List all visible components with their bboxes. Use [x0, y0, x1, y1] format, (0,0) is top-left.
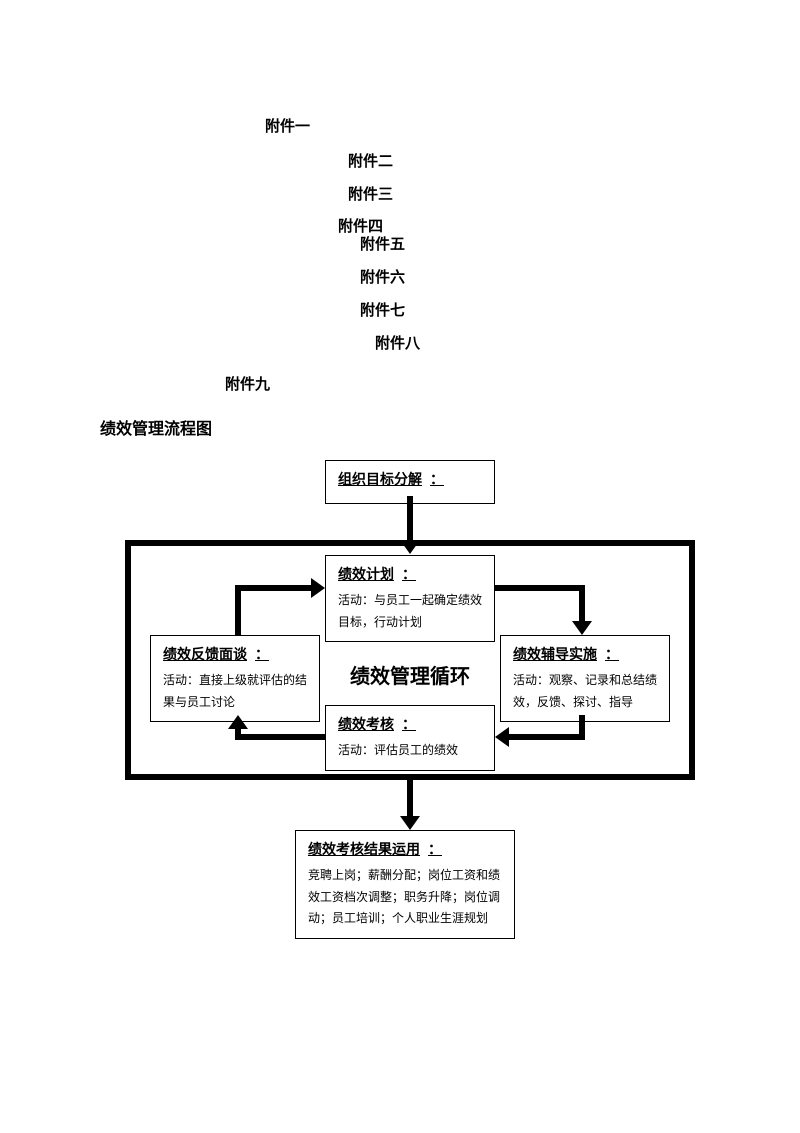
node-title: 绩效反馈面谈：	[163, 644, 307, 664]
attach-item: 附件五	[360, 233, 405, 254]
node-body: 活动：直接上级就评估的结果与员工讨论	[163, 670, 307, 713]
node-title: 绩效辅导实施：	[513, 644, 657, 664]
attach-item: 附件八	[375, 332, 420, 353]
node-body: 活动：观察、记录和总结绩效，反馈、探讨、指导	[513, 670, 657, 713]
node-title: 绩效考核结果运用：	[308, 839, 502, 859]
flowchart: 组织目标分解： 绩效计划： 活动：与员工一起确定绩效目标，行动计划 绩效反馈面谈…	[100, 460, 720, 1030]
node-assess: 绩效考核： 活动：评估员工的绩效	[325, 705, 495, 771]
attach-item: 附件二	[348, 150, 393, 171]
cycle-center-label: 绩效管理循环	[345, 660, 475, 689]
node-coach: 绩效辅导实施： 活动：观察、记录和总结绩效，反馈、探讨、指导	[500, 635, 670, 722]
node-body: 竞聘上岗；薪酬分配；岗位工资和绩效工资档次调整；职务升降；岗位调动；员工培训；个…	[308, 865, 502, 930]
node-title: 绩效考核：	[338, 714, 482, 734]
node-result: 绩效考核结果运用： 竞聘上岗；薪酬分配；岗位工资和绩效工资档次调整；职务升降；岗…	[295, 830, 515, 939]
attach-item: 附件七	[360, 299, 405, 320]
node-plan: 绩效计划： 活动：与员工一起确定绩效目标，行动计划	[325, 555, 495, 642]
attach-item: 附件三	[348, 183, 393, 204]
node-body: 活动：与员工一起确定绩效目标，行动计划	[338, 590, 482, 633]
node-title: 组织目标分解：	[338, 469, 482, 489]
node-feedback: 绩效反馈面谈： 活动：直接上级就评估的结果与员工讨论	[150, 635, 320, 722]
attach-item: 附件六	[360, 266, 405, 287]
attach-item: 附件一	[265, 115, 310, 136]
page-title: 绩效管理流程图	[100, 415, 212, 439]
attach-item: 附件九	[225, 373, 270, 394]
node-title: 绩效计划：	[338, 564, 482, 584]
node-body: 活动：评估员工的绩效	[338, 740, 482, 762]
